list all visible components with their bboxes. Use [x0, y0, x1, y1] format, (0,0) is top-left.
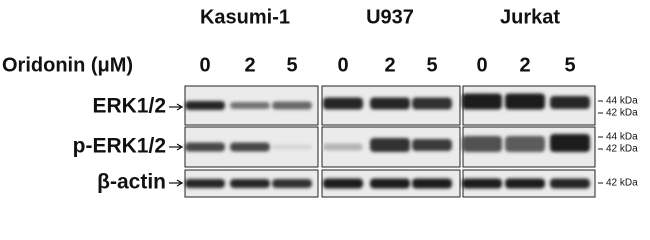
band: [462, 93, 502, 110]
band: [323, 97, 363, 110]
band: [272, 144, 312, 150]
band: [550, 178, 590, 189]
band: [505, 93, 545, 110]
dose: 0: [337, 54, 348, 76]
dose: 0: [199, 54, 210, 76]
marker-label: 42 kDa: [606, 144, 638, 155]
dose: 5: [564, 54, 575, 76]
band: [230, 142, 270, 152]
band: [462, 178, 502, 189]
band: [323, 178, 363, 189]
dose: 2: [519, 54, 530, 76]
band: [230, 102, 270, 109]
band: [185, 142, 225, 152]
dose: 2: [384, 54, 395, 76]
arrow-head: [176, 179, 184, 187]
arrow-head: [176, 103, 184, 111]
marker-label: 42 kDa: [606, 108, 638, 119]
treatment-label: Oridonin (μM): [2, 54, 133, 76]
band: [370, 138, 410, 152]
marker-label: 44 kDa: [606, 96, 638, 107]
arrow-head: [176, 143, 184, 151]
page: {"header": {"cell_lines": ["Kasumi-1", "…: [2, 6, 639, 198]
band: [412, 97, 452, 110]
band: [505, 178, 545, 189]
cell-line: Jurkat: [500, 6, 560, 28]
band: [505, 136, 545, 152]
band: [185, 179, 225, 188]
marker-label: 44 kDa: [606, 132, 638, 143]
dose: 2: [244, 54, 255, 76]
band: [370, 97, 410, 110]
dose: 0: [476, 54, 487, 76]
band: [185, 101, 225, 110]
dose: 5: [426, 54, 437, 76]
blot-label: ERK1/2: [92, 95, 166, 118]
band: [412, 139, 452, 151]
dose: 5: [286, 54, 297, 76]
cell-line: U937: [366, 6, 414, 28]
blot-label: β-actin: [97, 171, 166, 194]
figure: Kasumi-1 0 2 5 U937 0 2 5 Jurkat 0 2 5 Oridonin (μM)…: [2, 6, 638, 198]
blot-label: p-ERK1/2: [73, 135, 166, 158]
band: [412, 178, 452, 189]
band: [370, 178, 410, 189]
cell-line: Kasumi-1: [200, 6, 290, 28]
band: [323, 143, 363, 151]
band: [550, 134, 590, 152]
band: [550, 96, 590, 109]
band: [230, 179, 270, 188]
band: [272, 179, 312, 188]
band: [272, 101, 312, 110]
band: [462, 136, 502, 152]
marker-label: 42 kDa: [606, 178, 638, 189]
